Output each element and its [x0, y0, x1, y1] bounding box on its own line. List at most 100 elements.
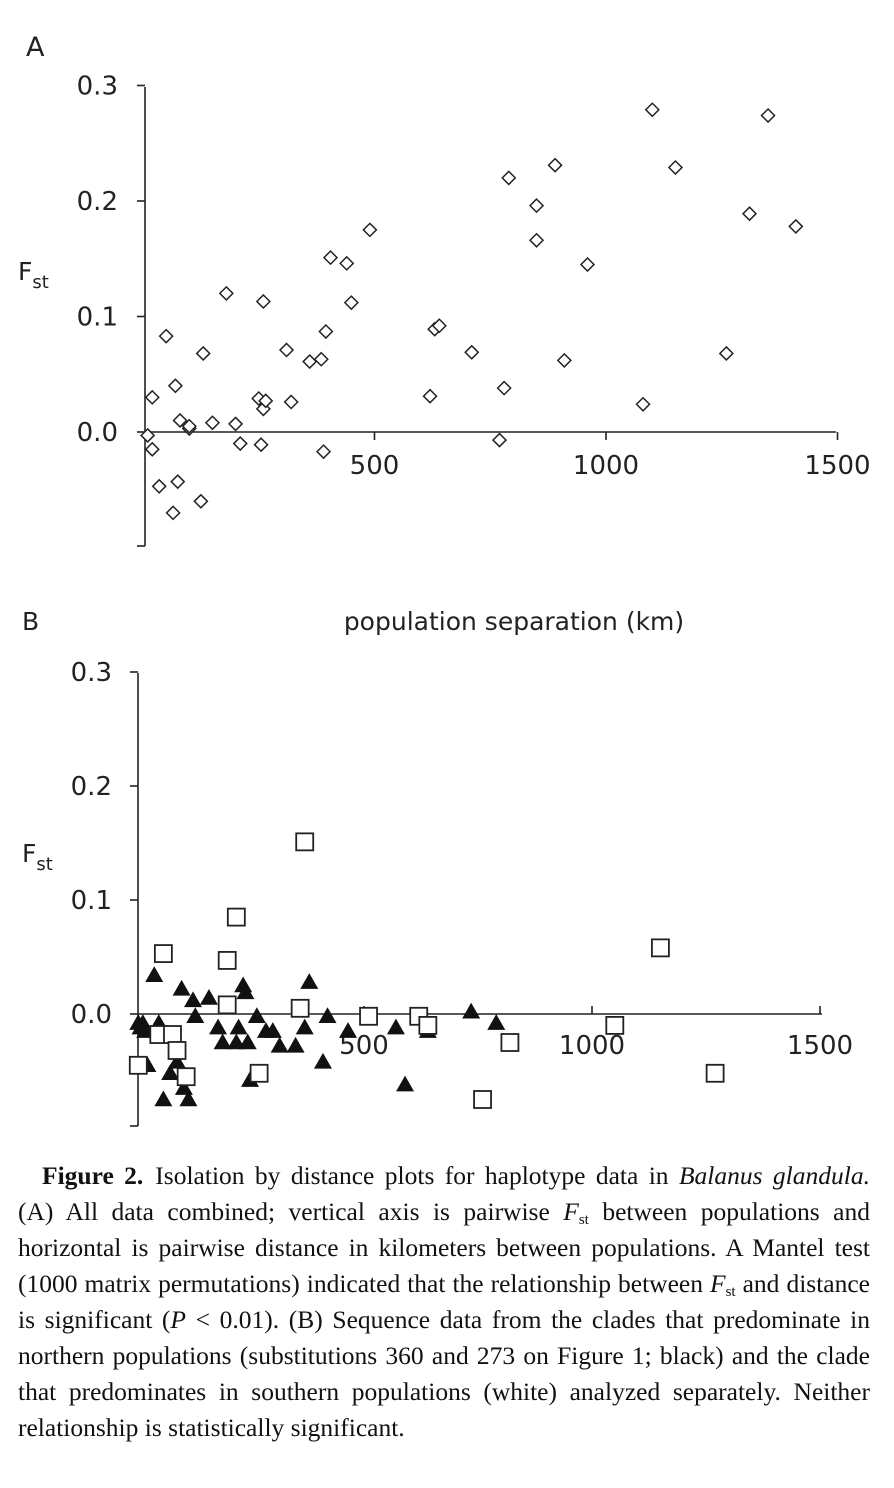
- data-point-diamond: [283, 394, 299, 410]
- data-point-diamond: [339, 255, 355, 271]
- data-point-diamond: [278, 342, 295, 358]
- data-point-triangle: [154, 1090, 173, 1107]
- data-point-diamond: [228, 416, 244, 432]
- data-point-square: [290, 998, 310, 1018]
- caption-text-1: Isolation by distance plots for haplotyp…: [155, 1161, 679, 1190]
- x-tick-label: 1000: [573, 451, 639, 481]
- data-point-triangle: [186, 1007, 205, 1024]
- data-point-triangle: [263, 1022, 282, 1038]
- fst-subscript: st: [725, 1284, 736, 1300]
- caption-text-3: between populations and horizontal is pa…: [18, 1197, 870, 1298]
- data-point-diamond: [760, 107, 776, 124]
- y-tick-label: 0.2: [77, 187, 118, 217]
- data-point-diamond: [528, 198, 545, 214]
- data-point-triangle: [199, 989, 218, 1005]
- y-tick-label: 0.0: [71, 1000, 112, 1030]
- species-name: Balanus glandula.: [678, 1161, 870, 1190]
- data-point-square: [605, 1016, 625, 1035]
- panel-a-y-ticks: 0.3 0.2 0.1 0.0: [77, 72, 145, 547]
- caption-text-4: and distance is significant (: [18, 1269, 870, 1334]
- data-point-diamond: [464, 344, 480, 360]
- data-point-square: [295, 832, 315, 852]
- panel-a-label: A: [26, 32, 45, 63]
- data-point-triangle: [313, 1052, 332, 1069]
- y-tick-label: 0.1: [77, 303, 118, 333]
- fst-subscript: st: [578, 1212, 589, 1228]
- data-point-triangle: [161, 1064, 180, 1081]
- data-point-diamond: [788, 218, 804, 234]
- data-point-diamond: [667, 159, 684, 176]
- panel-a: A 0.3 0.2 0.1 0.0 500 1000 1500 Fst populatio…: [18, 32, 871, 636]
- data-point-triangle: [462, 1002, 481, 1019]
- data-point-triangle: [339, 1022, 358, 1038]
- panel-b-y-axis-label: Fst: [22, 839, 53, 875]
- data-point-square: [217, 995, 237, 1015]
- data-point-triangle: [133, 1014, 152, 1030]
- data-point-diamond: [718, 345, 734, 362]
- panel-b-y-ticks: 0.3 0.2 0.1 0.0: [71, 658, 138, 1127]
- data-point-triangle: [172, 979, 191, 996]
- panel-b-x-ticks: 500 1000 1500: [339, 1006, 853, 1061]
- data-point-diamond: [172, 412, 188, 429]
- data-point-triangle: [229, 1018, 248, 1035]
- data-point-square: [128, 1055, 148, 1075]
- data-point-square: [249, 1063, 269, 1083]
- data-point-diamond: [258, 393, 274, 409]
- data-point-square: [167, 1041, 187, 1060]
- data-point-diamond: [170, 474, 186, 490]
- data-point-triangle: [318, 1007, 337, 1024]
- data-point-diamond: [556, 352, 572, 368]
- data-point-diamond: [635, 396, 651, 412]
- y-tick-label: 0.3: [77, 72, 118, 102]
- data-point-diamond: [343, 295, 359, 311]
- data-point-diamond: [431, 318, 447, 334]
- figure-label: Figure 2.: [42, 1161, 144, 1190]
- data-point-diamond: [318, 323, 334, 340]
- y-tick-label: 0.2: [71, 772, 112, 802]
- x-tick-label: 1500: [787, 1031, 853, 1061]
- data-point-triangle: [238, 1033, 257, 1050]
- data-point-diamond: [362, 222, 378, 238]
- panel-b-points: [128, 832, 725, 1109]
- data-point-triangle: [487, 1014, 506, 1030]
- data-point-diamond: [422, 388, 438, 404]
- data-point-square: [217, 951, 237, 970]
- data-point-diamond: [528, 232, 545, 248]
- panel-b: B 0.30.20.10.0 500 1000 1500 Fst: [22, 607, 853, 1127]
- panel-a-y-axis-label: Fst: [18, 257, 49, 293]
- data-point-triangle: [168, 1052, 187, 1069]
- panel-a-x-ticks: 500 1000 1500: [350, 432, 871, 481]
- caption-text-5: < 0.01). (B) Se­quence data from the cla…: [18, 1305, 871, 1442]
- data-point-triangle: [213, 1033, 232, 1050]
- data-point-diamond: [167, 378, 183, 394]
- data-point-diamond: [165, 505, 181, 521]
- data-point-triangle: [396, 1075, 415, 1092]
- data-point-triangle: [270, 1036, 289, 1053]
- x-tick-label: 1500: [804, 451, 870, 481]
- data-point-diamond: [195, 345, 211, 362]
- data-point-triangle: [179, 1090, 198, 1107]
- x-tick-label: 500: [350, 451, 400, 481]
- data-point-triangle: [184, 991, 202, 1008]
- data-point-triangle: [145, 966, 164, 982]
- data-point-square: [163, 1025, 182, 1044]
- data-point-square: [705, 1063, 725, 1083]
- data-point-diamond: [644, 102, 660, 118]
- y-tick-label: 0.1: [71, 886, 112, 916]
- data-point-diamond: [253, 437, 269, 453]
- data-point-diamond: [501, 170, 517, 186]
- data-point-diamond: [151, 478, 167, 494]
- data-point-diamond: [491, 432, 508, 448]
- data-point-square: [176, 1067, 196, 1087]
- data-point-square: [418, 1016, 438, 1035]
- data-point-diamond: [313, 351, 329, 367]
- data-point-diamond: [218, 285, 234, 301]
- data-point-diamond: [496, 380, 512, 396]
- data-point-diamond: [741, 206, 758, 222]
- data-point-diamond: [322, 250, 339, 266]
- panel-b-label: B: [22, 607, 39, 636]
- data-point-triangle: [227, 1033, 246, 1050]
- data-point-square: [226, 907, 246, 927]
- data-point-diamond: [181, 418, 197, 434]
- x-axis-label: population separation (km): [344, 607, 684, 636]
